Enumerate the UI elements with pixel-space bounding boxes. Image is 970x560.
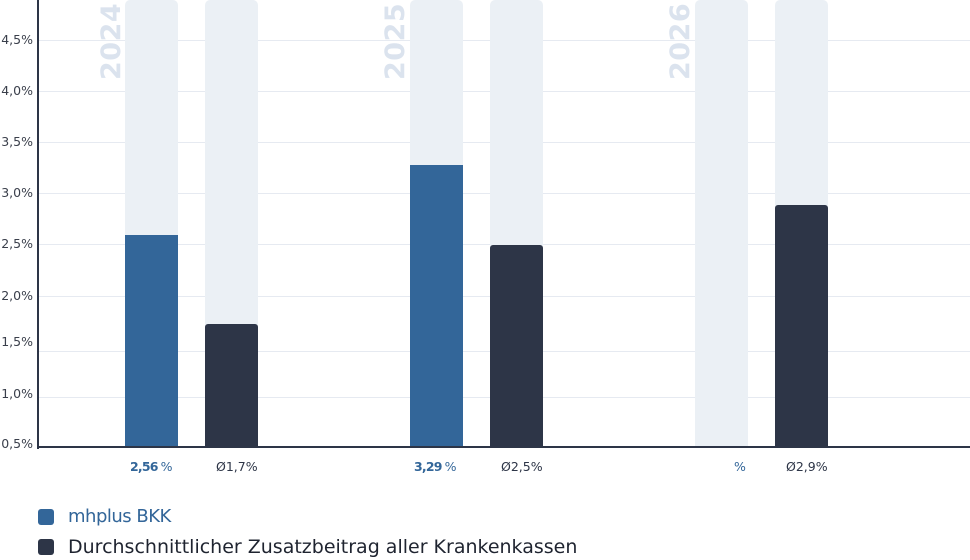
value-label-mhplus-2024: 2,56% (130, 459, 173, 474)
value-label-average-2024: Ø1,7% (216, 459, 258, 474)
year-label-2026: 2026 (665, 2, 696, 80)
legend-swatch (38, 509, 54, 525)
value-label-mhplus-2026: % (731, 459, 746, 474)
y-tick-label: 2,0% (1, 288, 33, 303)
y-tick-label: 4,5% (1, 32, 33, 47)
bar-mhplus-2024[interactable] (125, 235, 178, 446)
legend-label: mhplus BKK (68, 506, 171, 527)
bar-track (695, 0, 748, 446)
y-tick-label: 0,5% (1, 436, 33, 451)
value-label-average-2025: Ø2,5% (501, 459, 543, 474)
value-number: 2,56 (130, 459, 158, 474)
value-label-average-2026: Ø2,9% (786, 459, 828, 474)
bar-average-2024[interactable] (205, 324, 258, 446)
bar-average-2025[interactable] (490, 245, 543, 446)
legend-item-mhplus[interactable]: mhplus BKK (38, 506, 171, 528)
y-axis-line (37, 0, 39, 449)
legend-swatch (38, 539, 54, 555)
year-label-2025: 2025 (380, 2, 411, 80)
value-label-mhplus-2025: 3,29% (414, 459, 457, 474)
y-tick-label: 2,5% (1, 236, 33, 251)
y-tick-label: 1,5% (1, 334, 33, 349)
y-tick-label: 3,5% (1, 134, 33, 149)
value-unit: % (160, 459, 173, 474)
y-tick-label: 4,0% (1, 83, 33, 98)
value-unit: % (734, 459, 746, 474)
y-tick-label: 1,0% (1, 386, 33, 401)
value-unit: % (444, 459, 457, 474)
x-axis-line (37, 446, 970, 448)
legend-label: Durchschnittlicher Zusatzbeitrag aller K… (68, 536, 578, 558)
legend-item-average[interactable]: Durchschnittlicher Zusatzbeitrag aller K… (38, 536, 577, 558)
y-tick-label: 3,0% (1, 185, 33, 200)
bar-mhplus-2025[interactable] (410, 165, 463, 446)
bar-average-2026[interactable] (775, 205, 828, 446)
value-number: 3,29 (414, 459, 442, 474)
year-label-2024: 2024 (96, 2, 127, 80)
